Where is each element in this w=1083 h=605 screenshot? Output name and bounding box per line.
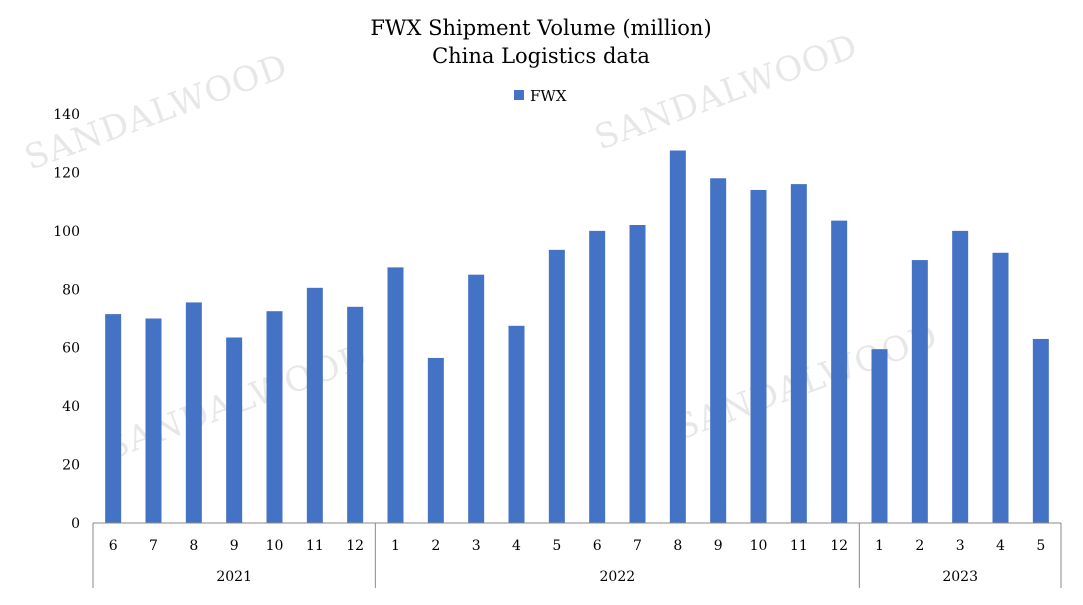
bar [468, 274, 485, 523]
x-tick-label: 6 [593, 538, 602, 554]
y-tick-label: 140 [53, 107, 80, 123]
y-axis: 0 20 40 60 80 100 120 140 [53, 107, 80, 532]
y-tick-label: 0 [71, 516, 80, 532]
bar [992, 252, 1009, 523]
bar [266, 311, 283, 523]
bar [508, 325, 525, 523]
x-tick-label: 11 [790, 538, 808, 554]
x-tick-label: 1 [391, 538, 400, 554]
legend-swatch-fwx [514, 90, 524, 100]
bar [831, 220, 848, 523]
x-tick-label: 10 [750, 538, 768, 554]
x-tick-label: 8 [189, 538, 198, 554]
y-tick-label: 20 [62, 458, 80, 474]
bar [750, 189, 767, 523]
bar [548, 249, 565, 523]
x-tick-label: 2 [431, 538, 440, 554]
x-tick-label: 10 [266, 538, 284, 554]
x-tick-label: 7 [149, 538, 158, 554]
x-group-label: 2022 [600, 569, 636, 585]
bar [1032, 338, 1049, 523]
y-tick-label: 120 [53, 165, 80, 181]
x-tick-label: 6 [109, 538, 118, 554]
bar [589, 230, 606, 523]
x-tick-label: 9 [230, 538, 239, 554]
x-tick-label: 11 [306, 538, 324, 554]
legend-label-fwx: FWX [530, 87, 567, 105]
bar [427, 357, 444, 523]
x-tick-label: 2 [915, 538, 924, 554]
chart-title: FWX Shipment Volume (million) [370, 16, 711, 40]
bar [185, 302, 202, 523]
x-tick-label: 4 [512, 538, 521, 554]
x-group-label: 2021 [216, 569, 252, 585]
bar [226, 337, 243, 523]
x-tick-label: 8 [673, 538, 682, 554]
bar [669, 150, 686, 523]
x-tick-label: 5 [1036, 538, 1045, 554]
bar [952, 230, 969, 523]
x-tick-label: 3 [956, 538, 965, 554]
bar [710, 178, 727, 523]
x-tick-label: 12 [830, 538, 848, 554]
bar [911, 260, 928, 523]
x-tick-label: 1 [875, 538, 884, 554]
bars-layer [105, 150, 1049, 523]
y-tick-label: 100 [53, 224, 80, 240]
bar [347, 306, 364, 523]
x-tick-label: 12 [346, 538, 364, 554]
bar [629, 225, 646, 523]
x-tick-label: 7 [633, 538, 642, 554]
bar [790, 184, 807, 523]
x-tick-label: 4 [996, 538, 1005, 554]
y-tick-label: 80 [62, 282, 80, 298]
bar [145, 318, 162, 523]
x-tick-label: 5 [552, 538, 561, 554]
bar [306, 287, 323, 523]
x-tick-label: 9 [714, 538, 723, 554]
bar [105, 314, 122, 523]
bar [871, 349, 888, 523]
y-tick-label: 60 [62, 341, 80, 357]
bar [387, 267, 404, 523]
x-tick-label: 3 [472, 538, 481, 554]
x-group-label: 2023 [942, 569, 978, 585]
y-tick-label: 40 [62, 399, 80, 415]
chart-subtitle: China Logistics data [432, 44, 650, 68]
legend: FWX [514, 87, 567, 105]
